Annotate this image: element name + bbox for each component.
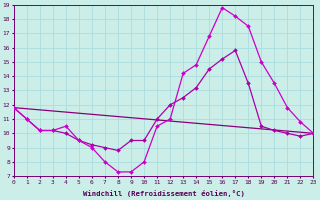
X-axis label: Windchill (Refroidissement éolien,°C): Windchill (Refroidissement éolien,°C) (83, 190, 244, 197)
